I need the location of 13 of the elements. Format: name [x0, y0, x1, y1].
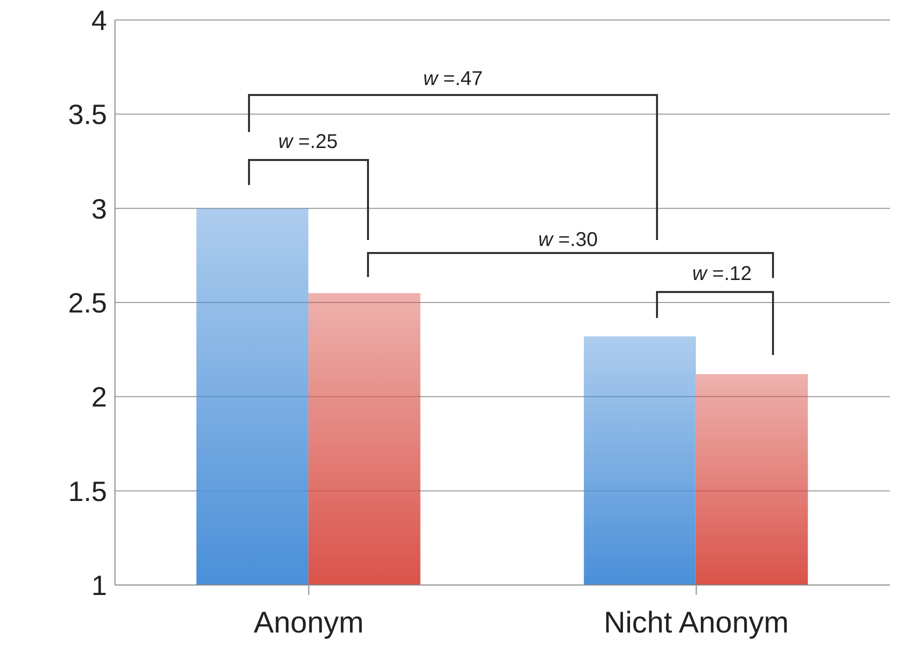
annotation: w =.30 — [538, 229, 598, 251]
y-tick-label: 3 — [91, 193, 107, 224]
y-tick-label: 1.5 — [68, 476, 107, 507]
annotation: w =.25 — [278, 131, 338, 153]
y-tick-label: 4 — [91, 4, 107, 36]
y-tick-label: 2 — [91, 382, 107, 413]
y-tick-label: 2.5 — [68, 287, 107, 318]
annotation: w =.12 — [692, 263, 752, 285]
annotation: w =.47 — [423, 68, 483, 90]
x-tick-label: Nicht Anonym — [604, 606, 789, 640]
y-tick-label: 1 — [91, 570, 107, 601]
x-tick-label: Anonym — [254, 606, 364, 640]
y-tick-label: 3.5 — [68, 99, 107, 130]
